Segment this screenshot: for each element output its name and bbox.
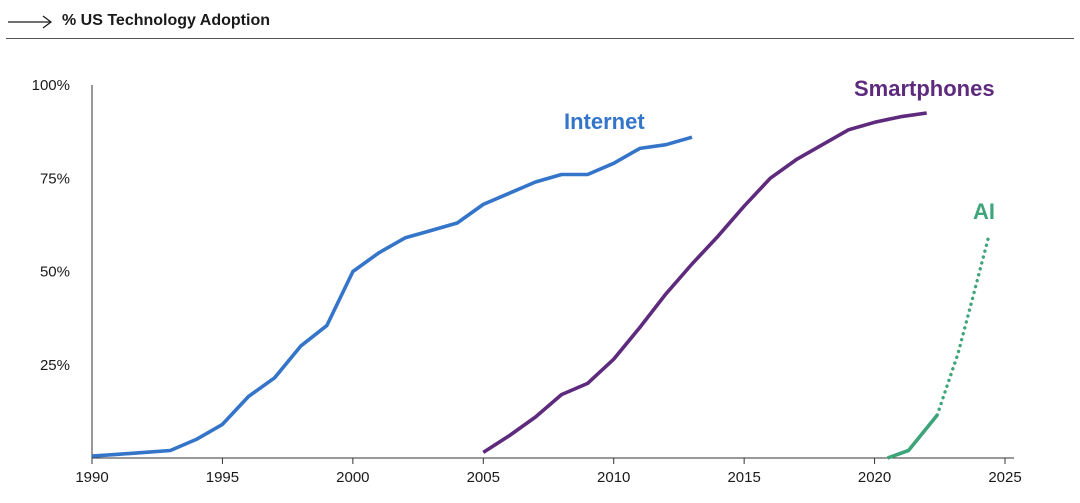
chart-series-labels: Internet Smartphones AI [564,76,995,224]
y-tick-label: 25% [40,357,70,374]
internet-series-label: Internet [564,109,645,134]
x-tick-label: 1990 [75,469,108,486]
ai-line-solid [886,413,939,460]
x-tick-label: 2015 [727,469,760,486]
y-tick-label: 50% [40,264,70,281]
header-divider [6,38,1074,39]
ai-series-label: AI [973,199,995,224]
chart-header: % US Technology Adoption [0,0,1080,40]
chart-title: % US Technology Adoption [62,12,270,29]
x-tick-label: 2000 [336,469,369,486]
x-tick-label: 2020 [858,469,891,486]
x-tick-label: 2010 [597,469,630,486]
x-tick-label: 2025 [988,469,1021,486]
smartphones-series-label: Smartphones [854,76,995,101]
arrow-right-icon [8,15,52,29]
smartphones-line [482,111,927,454]
internet-line [91,135,693,458]
ai-line-dotted [935,232,991,417]
x-tick-label: 1995 [206,469,239,486]
chart-axes: 1990 1995 2000 2005 2010 2015 2020 2025 25% 50% 75… [32,77,1022,486]
chart-series [91,111,991,460]
y-tick-label: 100% [32,77,70,94]
y-tick-label: 75% [40,170,70,187]
x-tick-label: 2005 [467,469,500,486]
